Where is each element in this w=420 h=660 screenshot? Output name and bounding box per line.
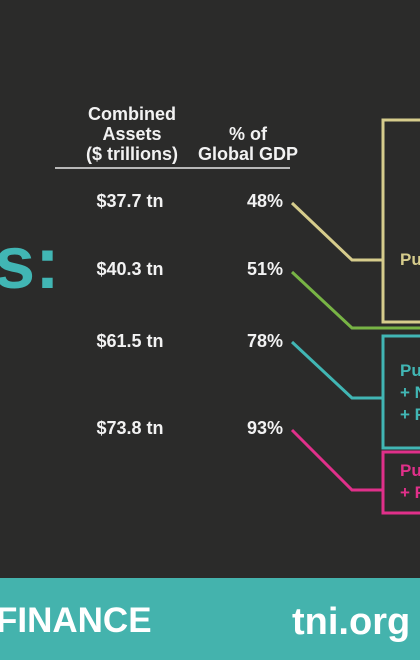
gdp-cell: 78%	[247, 331, 283, 351]
gdp-cell: 51%	[247, 259, 283, 279]
connector	[290, 428, 383, 492]
footer-right: tni.org	[292, 601, 410, 643]
header-line: Assets	[102, 124, 161, 144]
header-line: Global GDP	[198, 144, 298, 164]
box	[381, 334, 420, 450]
box	[381, 118, 420, 324]
column-header: Combined Assets ($ trillions)	[86, 104, 178, 164]
gdp-cell: 48%	[247, 191, 283, 211]
box-label: Pu	[400, 461, 420, 480]
gdp-cell: 93%	[247, 418, 283, 438]
box-labels: Pu Pu + N + F Pu + F	[400, 250, 420, 502]
box-label: Pu	[400, 361, 420, 380]
box-label: + N	[400, 383, 420, 402]
header-line: ($ trillions)	[86, 144, 178, 164]
box	[381, 450, 420, 515]
header-line: % of	[229, 124, 268, 144]
box-label: Pu	[400, 250, 420, 269]
assets-cell: $37.7 tn	[96, 191, 163, 211]
table-header: Combined Assets ($ trillions) % of Global GD…	[86, 104, 298, 164]
box-label: + F	[400, 483, 420, 502]
connector	[290, 270, 420, 330]
connector	[290, 340, 383, 400]
box-label: + F	[400, 405, 420, 424]
header-line: Combined	[88, 104, 176, 124]
connector	[290, 201, 383, 262]
assets-cell: $40.3 tn	[96, 259, 163, 279]
column-header: % of Global GDP	[198, 124, 298, 164]
footer-band	[0, 578, 420, 660]
table-body: $37.7 tn 48% $40.3 tn 51% $61.5 tn 78% $73.8 t…	[96, 191, 283, 438]
assets-cell: $73.8 tn	[96, 418, 163, 438]
footer-left: FINANCE	[0, 601, 152, 640]
headline-fragment: s:	[0, 221, 60, 304]
assets-cell: $61.5 tn	[96, 331, 163, 351]
